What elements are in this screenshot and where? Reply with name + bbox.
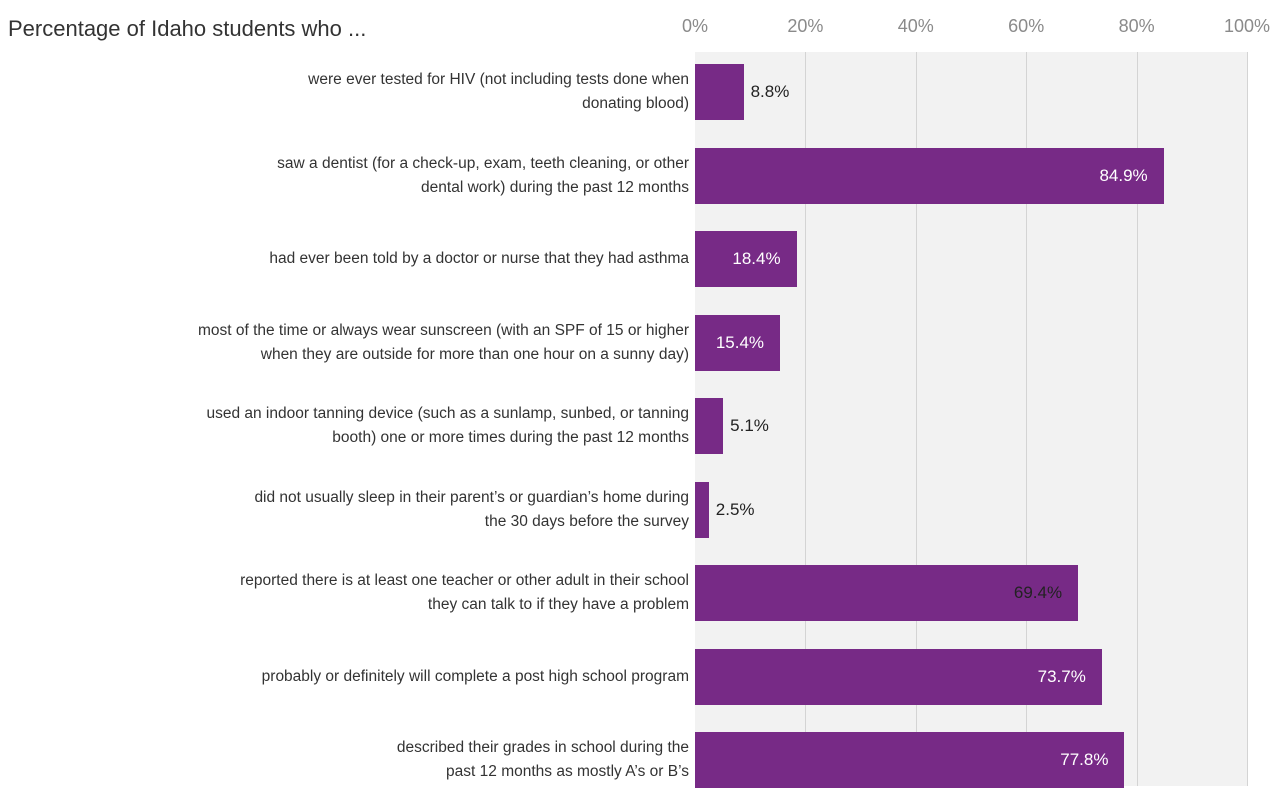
bar — [695, 231, 797, 287]
x-tick-label: 40% — [897, 16, 934, 36]
value-label: 84.9% — [1099, 165, 1148, 185]
x-tick-label: 100% — [1223, 16, 1271, 36]
gridline — [1137, 52, 1138, 786]
value-label: 69.4% — [1013, 583, 1063, 602]
value-label: 2.5% — [715, 499, 755, 519]
value-label: 18.4% — [732, 249, 781, 268]
bar — [695, 481, 709, 538]
category-label: reported there is at least one teacher o… — [240, 572, 689, 613]
bar — [695, 648, 1102, 705]
gridline — [1026, 52, 1027, 786]
category-label: were ever tested for HIV (not including … — [308, 71, 689, 112]
category-label: most of the time or always wear sunscree… — [197, 321, 689, 363]
bar — [695, 314, 780, 371]
gridline — [805, 52, 806, 786]
value-label: 8.8% — [750, 82, 790, 101]
category-label: saw a dentist (for a check-up, exam, tee… — [277, 154, 689, 196]
x-tick-label: 80% — [1118, 16, 1155, 36]
bar — [695, 64, 744, 120]
value-label: 77.8% — [1060, 750, 1109, 769]
value-label: 5.1% — [730, 416, 769, 435]
x-tick-label: 20% — [787, 16, 824, 36]
bar — [695, 732, 1125, 788]
value-label: 15.4% — [715, 332, 765, 352]
bar — [695, 565, 1079, 621]
gridline — [916, 52, 917, 786]
x-tick-label: 0% — [681, 16, 709, 36]
value-label: 73.7% — [1037, 666, 1086, 686]
chart-title: Percentage of Idaho students who ... — [8, 16, 367, 41]
category-label: described their grades in school during … — [396, 739, 689, 780]
gridline — [1247, 52, 1248, 786]
category-label: used an indoor tanning device (such as a… — [206, 405, 689, 446]
category-label: probably or definitely will complete a p… — [261, 667, 689, 685]
category-label: had ever been told by a doctor or nurse … — [269, 250, 689, 267]
bar — [695, 398, 724, 454]
bar — [695, 147, 1164, 204]
category-label: did not usually sleep in their parent’s … — [254, 488, 689, 530]
x-tick-label: 60% — [1008, 16, 1045, 36]
